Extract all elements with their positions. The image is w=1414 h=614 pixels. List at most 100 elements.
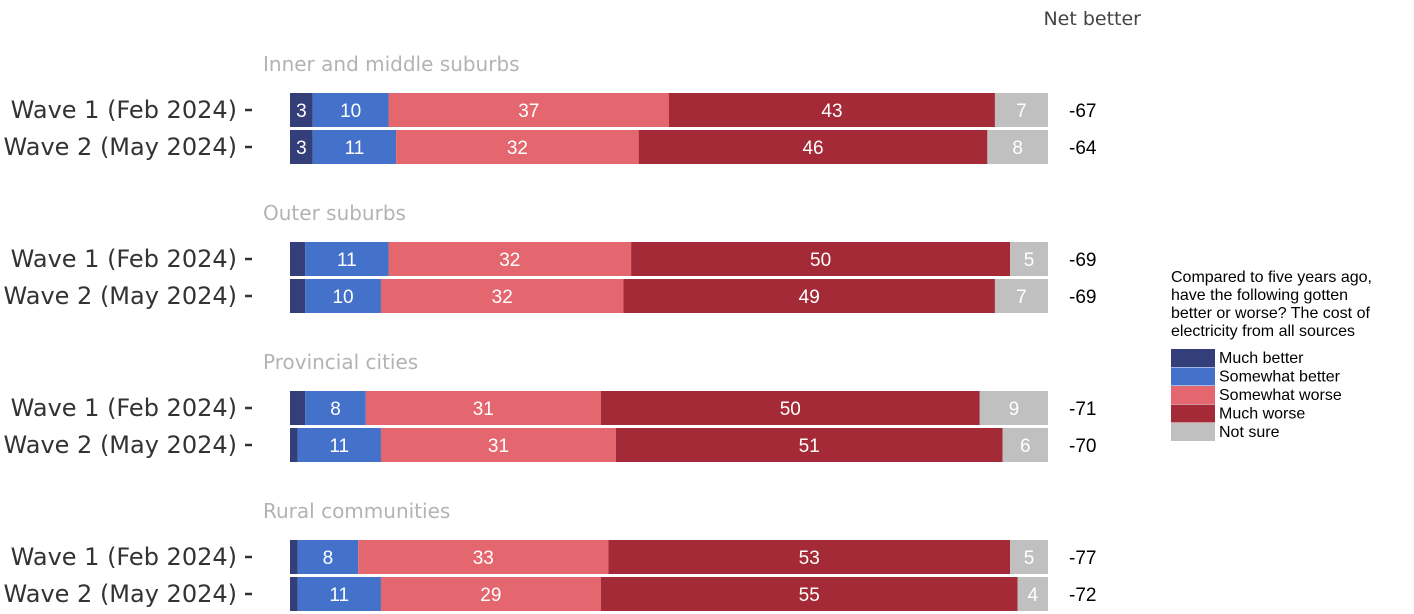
data-label: 46	[802, 138, 823, 159]
legend-swatch	[1171, 386, 1215, 404]
data-label: 9	[1009, 399, 1020, 420]
legend-entry: Much better	[1219, 350, 1304, 367]
bar-segment	[290, 391, 306, 425]
bar-segment	[312, 130, 397, 164]
bar-segment	[290, 93, 313, 127]
row-label: Wave 2 (May 2024)	[4, 580, 237, 608]
legend-title: better or worse? The cost of	[1171, 305, 1370, 322]
net-value: -77	[1069, 548, 1096, 569]
data-label: 7	[1016, 101, 1027, 122]
data-label: 11	[329, 436, 349, 457]
legend-entry: Somewhat better	[1219, 369, 1341, 386]
bar-segment	[1010, 540, 1048, 574]
data-label: 3	[296, 101, 307, 122]
data-label: 49	[799, 287, 820, 308]
data-label: 31	[473, 399, 494, 420]
legend-title: have the following gotten	[1171, 287, 1348, 304]
bar-segment	[305, 279, 381, 313]
net-value: -72	[1069, 585, 1096, 606]
data-label: 37	[518, 101, 539, 122]
bar-segment	[380, 577, 601, 611]
facet-group: Provincial cities Wave 1 (Feb 2024) 8 31 50 9…	[4, 350, 1096, 462]
data-label: 11	[329, 585, 349, 606]
data-label: 50	[810, 250, 831, 271]
bar-segment	[305, 242, 389, 276]
legend-title: electricity from all sources	[1171, 323, 1355, 340]
bar-segment	[365, 391, 601, 425]
bar-segment	[380, 279, 624, 313]
data-label: 11	[345, 138, 365, 159]
facet-group: Inner and middle suburbs Wave 1 (Feb 2024…	[4, 52, 1097, 164]
facet-title: Inner and middle suburbs	[263, 52, 520, 76]
bar-segment	[608, 540, 1011, 574]
bar-segment	[638, 130, 988, 164]
data-label: 31	[488, 436, 509, 457]
facet-group: Outer suburbs Wave 1 (Feb 2024) 11 32 50 5 -69…	[4, 201, 1096, 313]
data-label: 5	[1024, 250, 1035, 271]
bar-row: Wave 1 (Feb 2024) 11 32 50 5 -69	[11, 242, 1096, 276]
data-label: 11	[337, 250, 357, 271]
bar-segment	[631, 242, 1011, 276]
data-label: 32	[492, 287, 513, 308]
plot-area: Inner and middle suburbs Wave 1 (Feb 2024…	[4, 52, 1097, 611]
net-value: -71	[1069, 399, 1096, 420]
facet-title: Outer suburbs	[263, 201, 406, 225]
bar-segment	[1002, 428, 1048, 462]
bar-row: Wave 2 (May 2024) 10 32 49 7 -69	[4, 279, 1096, 313]
data-label: 6	[1020, 436, 1031, 457]
bar-row: Wave 2 (May 2024) 11 29 55 4 -72	[4, 577, 1096, 611]
data-label: 8	[323, 548, 334, 569]
bar-segment	[297, 577, 381, 611]
bar-segment	[297, 540, 359, 574]
bar-segment	[600, 577, 1018, 611]
bar-segment	[1010, 242, 1048, 276]
facet-title: Rural communities	[263, 499, 450, 523]
legend-entry: Somewhat worse	[1219, 387, 1342, 404]
legend-swatch	[1171, 349, 1215, 367]
row-label: Wave 1 (Feb 2024)	[11, 245, 237, 273]
legend-swatch	[1171, 367, 1215, 386]
data-label: 55	[799, 585, 820, 606]
net-value: -64	[1069, 138, 1097, 159]
data-label: 7	[1016, 287, 1027, 308]
bar-segment	[290, 242, 306, 276]
row-label: Wave 1 (Feb 2024)	[11, 394, 237, 422]
data-label: 8	[330, 399, 341, 420]
bar-segment	[290, 540, 298, 574]
bar-segment	[987, 130, 1048, 164]
bar-segment	[623, 279, 995, 313]
bar-segment	[297, 428, 381, 462]
bar-segment	[305, 391, 366, 425]
data-label: 4	[1028, 585, 1039, 606]
bar-row: Wave 1 (Feb 2024) 8 31 50 9 -71	[11, 391, 1096, 425]
data-label: 32	[499, 250, 520, 271]
data-label: 32	[507, 138, 528, 159]
data-label: 53	[799, 548, 820, 569]
legend-swatch	[1171, 423, 1215, 441]
bar-segment	[380, 428, 616, 462]
bar-segment	[669, 93, 995, 127]
row-label: Wave 1 (Feb 2024)	[11, 543, 237, 571]
data-label: 50	[780, 399, 801, 420]
legend: Compared to five years ago,have the foll…	[1171, 269, 1372, 441]
bar-segment	[994, 93, 1048, 127]
legend-entry: Much worse	[1219, 406, 1305, 423]
bar-segment	[388, 93, 669, 127]
legend-swatch	[1171, 404, 1215, 423]
bar-segment	[600, 391, 980, 425]
row-label: Wave 2 (May 2024)	[4, 431, 237, 459]
bar-segment	[396, 130, 639, 164]
facet-group: Rural communities Wave 1 (Feb 2024) 8 33 53 5…	[4, 499, 1096, 611]
bar-row: Wave 1 (Feb 2024) 3 10 37 43 7 -67	[11, 93, 1096, 127]
bar-segment	[994, 279, 1048, 313]
bar-segment	[312, 93, 389, 127]
net-value: -69	[1069, 287, 1096, 308]
data-label: 33	[473, 548, 494, 569]
legend-entry: Not sure	[1219, 424, 1280, 441]
data-label: 3	[296, 138, 307, 159]
bar-segment	[290, 577, 298, 611]
bar-segment	[290, 130, 313, 164]
net-value: -70	[1069, 436, 1096, 457]
data-label: 43	[821, 101, 842, 122]
